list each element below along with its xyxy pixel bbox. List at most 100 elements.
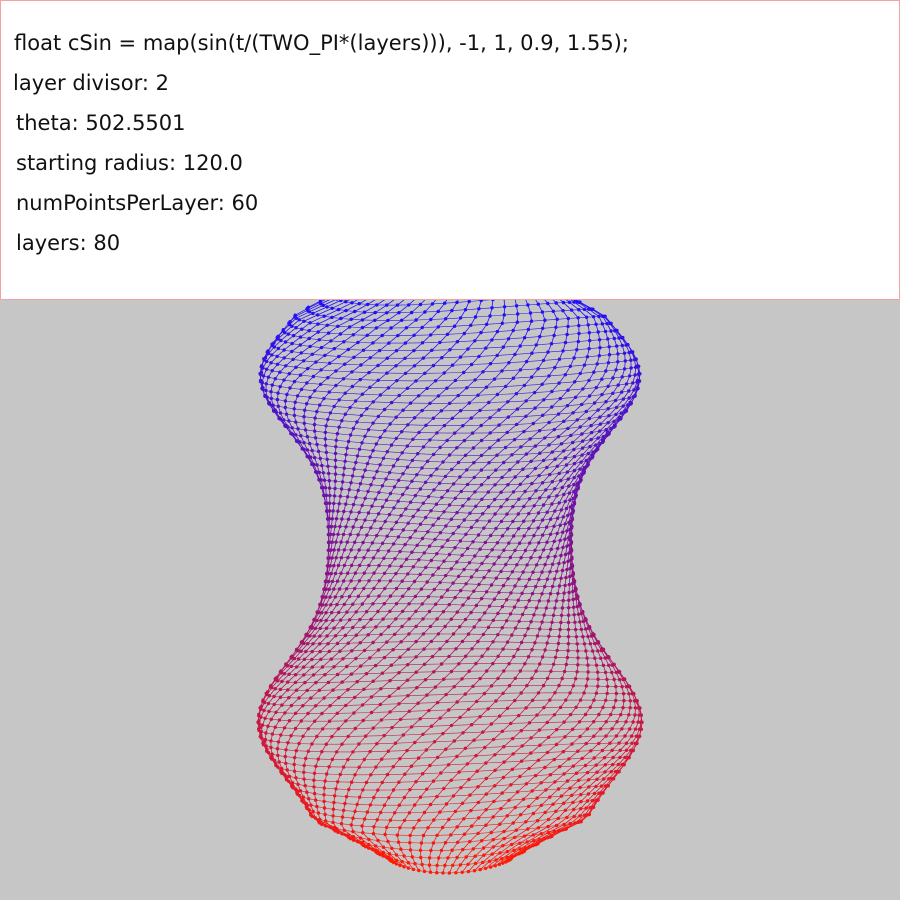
mesh-point — [341, 377, 346, 381]
mesh-point — [316, 449, 321, 454]
mesh-point — [617, 336, 621, 340]
mesh-point — [366, 511, 371, 515]
mesh-ring-segment — [462, 554, 475, 557]
mesh-ring-segment — [478, 584, 492, 586]
mesh-point — [472, 475, 476, 480]
mesh-point — [431, 416, 436, 420]
mesh-column-segment — [524, 376, 533, 386]
mesh-point — [511, 376, 516, 380]
mesh-point — [593, 641, 597, 646]
mesh-point — [359, 363, 363, 367]
mesh-point — [566, 513, 570, 518]
mesh-point — [598, 415, 602, 419]
mesh-ring-segment — [457, 340, 475, 342]
mesh-point — [435, 467, 439, 471]
mesh-column-segment — [560, 389, 569, 399]
mesh-point — [389, 443, 394, 447]
mesh-point — [511, 519, 515, 524]
mesh-ring-segment — [543, 458, 556, 461]
mesh-ring-segment — [554, 366, 571, 368]
mesh-point — [488, 362, 493, 366]
mesh-point — [495, 353, 499, 358]
mesh-column-segment — [548, 436, 559, 446]
mesh-point — [317, 338, 321, 342]
mesh-point — [557, 471, 561, 476]
mesh-point — [359, 525, 364, 530]
mesh-point — [589, 437, 593, 442]
mesh-ring-segment — [396, 416, 415, 419]
mesh-point — [610, 663, 614, 667]
mesh-column-segment — [303, 353, 313, 362]
mesh-point — [411, 565, 415, 569]
mesh-column-segment — [460, 348, 469, 358]
mesh-point — [349, 510, 353, 514]
mesh-column-segment — [398, 664, 408, 673]
mesh-ring-segment — [295, 402, 307, 404]
mesh-point — [292, 413, 297, 418]
mesh-point — [553, 365, 557, 370]
mesh-point — [410, 458, 415, 463]
mesh-ring-segment — [393, 507, 406, 510]
mesh-point — [619, 411, 624, 415]
mesh-column-segment — [545, 481, 553, 491]
mesh-column-segment — [326, 300, 341, 308]
mesh-ring-segment — [367, 463, 381, 466]
mesh-point — [518, 344, 522, 348]
mesh-ring-segment — [385, 521, 397, 523]
mesh-point — [547, 420, 551, 425]
mesh-point — [489, 533, 493, 538]
mesh-point — [624, 382, 629, 386]
mesh-column-segment — [507, 424, 517, 433]
mesh-point — [494, 468, 498, 472]
mesh-point — [382, 602, 386, 606]
mesh-point — [563, 499, 567, 504]
mesh-column-segment — [539, 444, 550, 454]
mesh-point — [302, 421, 306, 425]
mesh-point — [380, 505, 385, 509]
mesh-point — [349, 563, 354, 568]
mesh-point — [576, 663, 580, 667]
mesh-ring-segment — [535, 467, 547, 469]
mesh-column-segment — [418, 388, 428, 397]
mesh-point — [505, 497, 509, 502]
mesh-column-segment — [558, 374, 566, 384]
mesh-point — [279, 669, 283, 673]
mesh-point — [391, 464, 396, 468]
mesh-point — [336, 324, 340, 328]
mesh-point — [313, 626, 318, 630]
mesh-column-segment — [497, 386, 506, 395]
mesh-column-segment — [456, 440, 465, 449]
mesh-point — [532, 390, 537, 395]
mesh-point — [563, 456, 568, 460]
mesh-point — [455, 560, 459, 564]
mesh-point — [492, 377, 497, 381]
mesh-column-segment — [607, 400, 616, 409]
mesh-column-segment — [567, 397, 576, 406]
mesh-point — [418, 522, 423, 526]
mesh-point — [549, 547, 553, 551]
mesh-point — [261, 385, 265, 390]
mesh-column-segment — [469, 394, 479, 404]
mesh-ring-segment — [524, 336, 540, 338]
mesh-ring-segment — [387, 535, 399, 538]
mesh-point — [553, 554, 557, 559]
mesh-point — [542, 613, 546, 617]
mesh-column-segment — [425, 417, 434, 426]
mesh-column-segment — [446, 380, 456, 389]
mesh-ring-segment — [366, 408, 385, 410]
mesh-point — [264, 382, 268, 386]
mesh-ring-segment — [439, 341, 458, 343]
mesh-column-segment — [396, 342, 406, 352]
mesh-column-segment — [312, 635, 321, 645]
mesh-point — [411, 437, 415, 441]
mesh-point — [337, 354, 341, 359]
mesh-point — [349, 579, 353, 583]
mesh-column-segment — [454, 317, 461, 327]
mesh-column-segment — [307, 361, 317, 369]
mesh-ring-segment — [407, 466, 423, 469]
mesh-point — [527, 598, 531, 603]
mesh-ring-segment — [285, 365, 296, 368]
mesh-point — [366, 633, 370, 637]
mesh-point — [302, 673, 306, 677]
mesh-point — [482, 575, 486, 580]
